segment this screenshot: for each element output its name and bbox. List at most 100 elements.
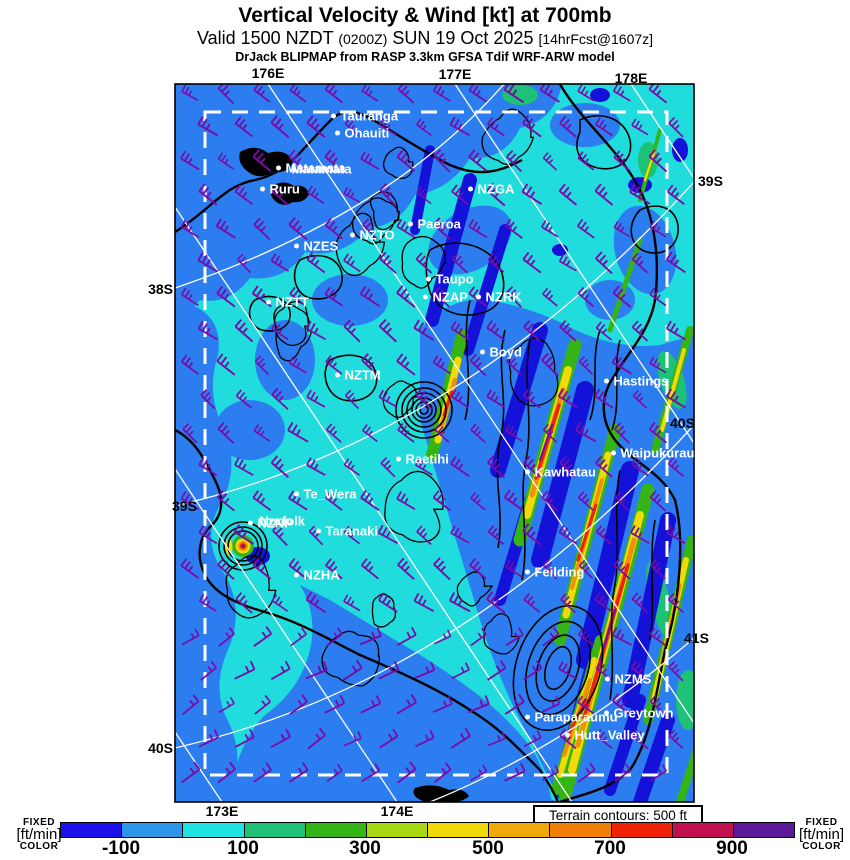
wind-barb-icon bbox=[449, 592, 471, 613]
wind-barb-icon bbox=[558, 254, 577, 272]
wind-barb-icon bbox=[252, 557, 272, 580]
station-dot-icon bbox=[524, 714, 530, 720]
wind-barb-icon bbox=[487, 253, 505, 273]
wind-barb-icon bbox=[288, 557, 308, 580]
wind-barb-icon bbox=[522, 523, 542, 546]
wind-barb-icon bbox=[360, 558, 379, 580]
wind-barb-icon bbox=[180, 558, 200, 580]
wind-barb-icon bbox=[450, 727, 471, 749]
terrain-contour-loop bbox=[384, 470, 444, 543]
wind-barb-icon bbox=[180, 491, 200, 511]
valid-date: SUN 19 Oct 2025 bbox=[387, 28, 539, 48]
wind-barb-icon bbox=[468, 219, 488, 239]
taranaki-rotor-core bbox=[225, 535, 254, 557]
station-label: Hutt_Valley bbox=[564, 728, 645, 743]
wind-barb-icon bbox=[487, 455, 505, 479]
graticule-label: 41S bbox=[684, 630, 709, 646]
wind-barb-icon bbox=[289, 286, 307, 307]
station-dot-icon bbox=[524, 569, 530, 575]
wind-barb-icon bbox=[378, 318, 398, 343]
station-name: NZTM bbox=[344, 367, 381, 383]
wind-barb-icon bbox=[650, 764, 668, 782]
wind-barb-icon bbox=[433, 762, 452, 784]
wind-barb-icon bbox=[234, 660, 256, 680]
wind-barb-icon bbox=[413, 319, 435, 341]
station-dot-icon bbox=[604, 676, 610, 682]
wind-barb-icon bbox=[180, 287, 199, 307]
wind-barb-icon bbox=[468, 149, 488, 172]
wind-barb-icon bbox=[450, 320, 470, 341]
terrain-contour-loop bbox=[225, 555, 277, 619]
wind-barb-icon bbox=[396, 491, 416, 510]
station-label: Paraparaumu bbox=[524, 710, 618, 725]
wind-barb-icon bbox=[396, 218, 416, 239]
wind-barb-icon bbox=[235, 389, 253, 409]
station-name: Boyd bbox=[489, 344, 523, 360]
terrain-contour-loop bbox=[401, 235, 446, 289]
station-label: NZNP bbox=[247, 515, 293, 531]
wind-barb-icon bbox=[649, 695, 666, 716]
colorbar-segment bbox=[304, 823, 366, 837]
wind-barb-icon bbox=[362, 424, 378, 443]
wind-barb-icon bbox=[343, 253, 361, 273]
wind-barb-icon bbox=[503, 84, 525, 104]
wind-barb-icon bbox=[359, 627, 382, 646]
colorbar-segment bbox=[182, 823, 244, 837]
model-domain-box bbox=[203, 110, 669, 777]
wind-barb-icon bbox=[217, 84, 235, 105]
wind-barb-icon bbox=[253, 424, 271, 442]
station-label: Greytown bbox=[603, 706, 673, 721]
wind-barb-icon bbox=[578, 559, 594, 579]
wind-barb-icon bbox=[595, 455, 613, 478]
colorbar-segment bbox=[732, 823, 795, 837]
colorbar bbox=[60, 822, 795, 838]
wind-barb-icon bbox=[326, 627, 343, 647]
wind-barb-icon bbox=[486, 182, 506, 207]
wind-barb-icon bbox=[595, 525, 612, 545]
station-label: Tauranga bbox=[330, 109, 398, 124]
wind-barb-icon bbox=[288, 356, 307, 374]
wind-barb-icon bbox=[198, 593, 217, 612]
wind-barb-icon bbox=[215, 218, 236, 239]
wind-barb-icon bbox=[234, 318, 254, 343]
wind-barb-icon bbox=[270, 455, 290, 478]
wind-barb-icon bbox=[649, 220, 667, 238]
wind-barb-icon bbox=[343, 731, 362, 747]
station-dot-icon bbox=[334, 372, 340, 378]
wind-barb-icon bbox=[271, 387, 289, 410]
wind-barb-icon bbox=[324, 286, 344, 307]
wind-barb-icon bbox=[666, 525, 686, 544]
wind-barb-icon bbox=[343, 186, 361, 203]
station-name: Norfolk bbox=[259, 513, 306, 529]
wind-barb-icon bbox=[542, 287, 558, 307]
station-name: NZTT bbox=[275, 294, 309, 310]
wind-barb-icon bbox=[577, 491, 594, 511]
wind-barb-icon bbox=[307, 185, 325, 204]
wind-barb-icon bbox=[414, 457, 433, 476]
wind-barb-icon bbox=[362, 218, 378, 240]
station-dot-icon bbox=[395, 456, 401, 462]
station-name: NZNP bbox=[257, 515, 293, 531]
valid-zulu: (0200Z) bbox=[338, 31, 388, 47]
wind-barb-icon bbox=[271, 594, 289, 612]
wind-barb-icon bbox=[289, 84, 307, 103]
wind-barb-icon bbox=[325, 355, 343, 375]
wind-barb-icon bbox=[216, 353, 236, 376]
wind-barb-icon bbox=[415, 387, 433, 410]
wind-barb-icon bbox=[559, 115, 577, 138]
wind-barb-icon bbox=[217, 557, 235, 581]
wind-barb-icon bbox=[235, 592, 253, 614]
wind-barb-icon bbox=[470, 764, 488, 782]
wind-barb-icon bbox=[613, 150, 631, 172]
wind-barb-icon bbox=[416, 186, 432, 205]
wind-barb-icon bbox=[217, 761, 236, 784]
wind-barb-icon bbox=[595, 251, 613, 275]
wind-barb-icon bbox=[218, 696, 235, 714]
graticule-label: 176E bbox=[251, 65, 285, 81]
model-line: DrJack BLIPMAP from RASP 3.3km GFSA Tdif… bbox=[235, 50, 615, 64]
wind-barb-icon bbox=[542, 559, 558, 580]
wind-barb-icon bbox=[594, 592, 614, 613]
wind-barb-icon bbox=[361, 353, 379, 377]
wind-barb-icon bbox=[397, 761, 417, 784]
